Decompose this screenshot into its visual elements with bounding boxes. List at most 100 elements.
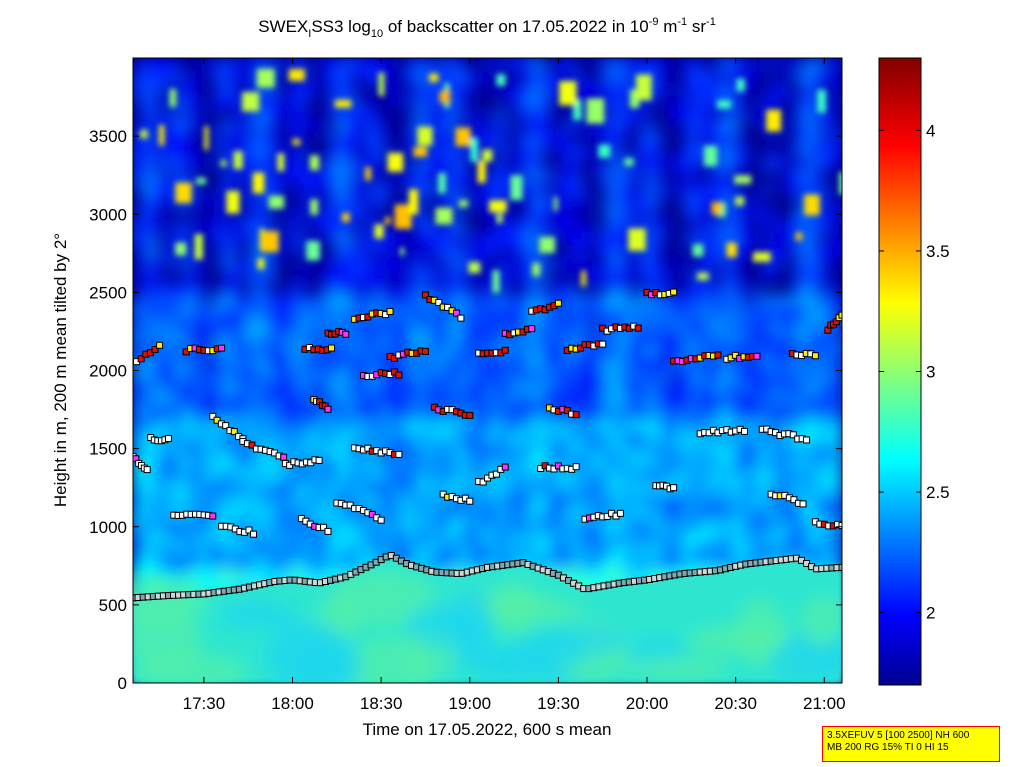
heat-cell xyxy=(273,244,284,259)
heat-cell xyxy=(250,494,261,509)
heat-cell xyxy=(699,457,710,472)
heat-cell xyxy=(557,319,568,334)
heat-cell xyxy=(738,519,749,534)
heat-cell xyxy=(265,132,276,147)
heat-cell xyxy=(620,519,631,534)
heat-cell xyxy=(738,319,749,334)
heat-cell xyxy=(431,332,442,347)
heat-cell xyxy=(525,282,536,297)
heat-cell xyxy=(454,144,465,159)
heat-cell xyxy=(289,532,300,547)
heat-cell xyxy=(825,307,836,322)
heat-cell xyxy=(699,482,710,497)
heat-cell xyxy=(147,257,158,272)
heat-cell xyxy=(801,119,812,134)
heat-cell xyxy=(407,407,418,422)
heat-cell xyxy=(809,369,820,384)
heat-cell xyxy=(344,69,355,84)
heat-cell xyxy=(770,494,780,509)
heat-cell xyxy=(155,332,166,347)
heat-cell xyxy=(699,519,710,534)
heat-cell xyxy=(714,194,725,209)
heat-cell xyxy=(415,469,426,484)
heat-cell xyxy=(502,407,513,422)
heat-cell xyxy=(525,169,536,184)
heat-cell xyxy=(691,307,702,322)
heat-cell xyxy=(234,532,245,547)
heat-cell xyxy=(399,469,410,484)
heat-cell xyxy=(581,382,591,397)
x-tick-label: 20:30 xyxy=(714,694,757,713)
heat-cell xyxy=(588,532,599,547)
heat-cell xyxy=(431,532,442,547)
heat-cell xyxy=(289,307,300,322)
heat-cell xyxy=(431,319,442,334)
heat-cell xyxy=(289,107,300,122)
heat-cell xyxy=(384,294,394,309)
heat-cell xyxy=(707,69,717,84)
heat-cell xyxy=(360,407,371,422)
heat-cell xyxy=(833,58,842,72)
heat-cell xyxy=(651,269,662,284)
heat-cell xyxy=(510,444,521,459)
heat-cell xyxy=(604,232,615,247)
heat-cell xyxy=(659,507,670,522)
heat-cell xyxy=(289,494,300,509)
heat-cell xyxy=(454,369,465,384)
heat-cell xyxy=(770,357,780,372)
heat-cell xyxy=(423,507,434,522)
heat-cell xyxy=(360,257,371,272)
heat-cell xyxy=(242,294,253,309)
heat-cell xyxy=(163,457,174,472)
heat-cell xyxy=(754,532,765,547)
heat-cell xyxy=(762,344,773,359)
heat-cell xyxy=(478,382,489,397)
heat-patch xyxy=(429,73,439,82)
heat-cell xyxy=(344,169,355,184)
heat-cell xyxy=(793,307,804,322)
heat-cell xyxy=(360,457,371,472)
heat-cell xyxy=(133,319,142,334)
heat-cell xyxy=(352,494,363,509)
heat-cell xyxy=(691,357,702,372)
heat-cell xyxy=(793,94,804,109)
heat-cell xyxy=(423,457,434,472)
heat-cell xyxy=(423,357,434,372)
heat-cell xyxy=(250,394,261,409)
heat-cell xyxy=(391,544,402,559)
heat-cell xyxy=(518,269,528,284)
heatmap-aerosol-layer xyxy=(133,554,842,683)
heat-cell xyxy=(667,457,678,472)
heat-cell xyxy=(754,432,765,447)
heat-cell xyxy=(187,369,198,384)
heat-cell xyxy=(439,357,450,372)
heat-cell xyxy=(368,157,379,172)
heat-cell xyxy=(683,532,694,547)
heat-cell xyxy=(328,357,339,372)
heat-cell xyxy=(722,494,733,509)
heat-cell xyxy=(376,494,387,509)
heat-cell xyxy=(801,269,812,284)
heat-cell xyxy=(155,407,166,422)
heat-cell xyxy=(352,457,363,472)
heat-cell xyxy=(139,219,150,234)
heat-cell xyxy=(179,332,190,347)
heat-cell xyxy=(195,494,205,509)
heat-cell xyxy=(305,307,316,322)
heat-cell xyxy=(313,307,324,322)
heat-cell xyxy=(478,332,489,347)
heat-cell xyxy=(147,357,158,372)
heat-cell xyxy=(415,407,426,422)
heat-cell xyxy=(139,132,150,147)
heat-cell xyxy=(557,369,568,384)
heat-cell xyxy=(738,494,749,509)
heat-cell xyxy=(250,282,261,297)
heat-cell xyxy=(825,469,836,484)
heat-cell xyxy=(226,557,237,572)
heat-cell xyxy=(533,444,544,459)
heat-cell xyxy=(391,407,402,422)
heat-cell xyxy=(762,407,773,422)
heat-cell xyxy=(462,169,473,184)
heat-cell xyxy=(234,307,245,322)
heat-cell xyxy=(738,207,749,222)
